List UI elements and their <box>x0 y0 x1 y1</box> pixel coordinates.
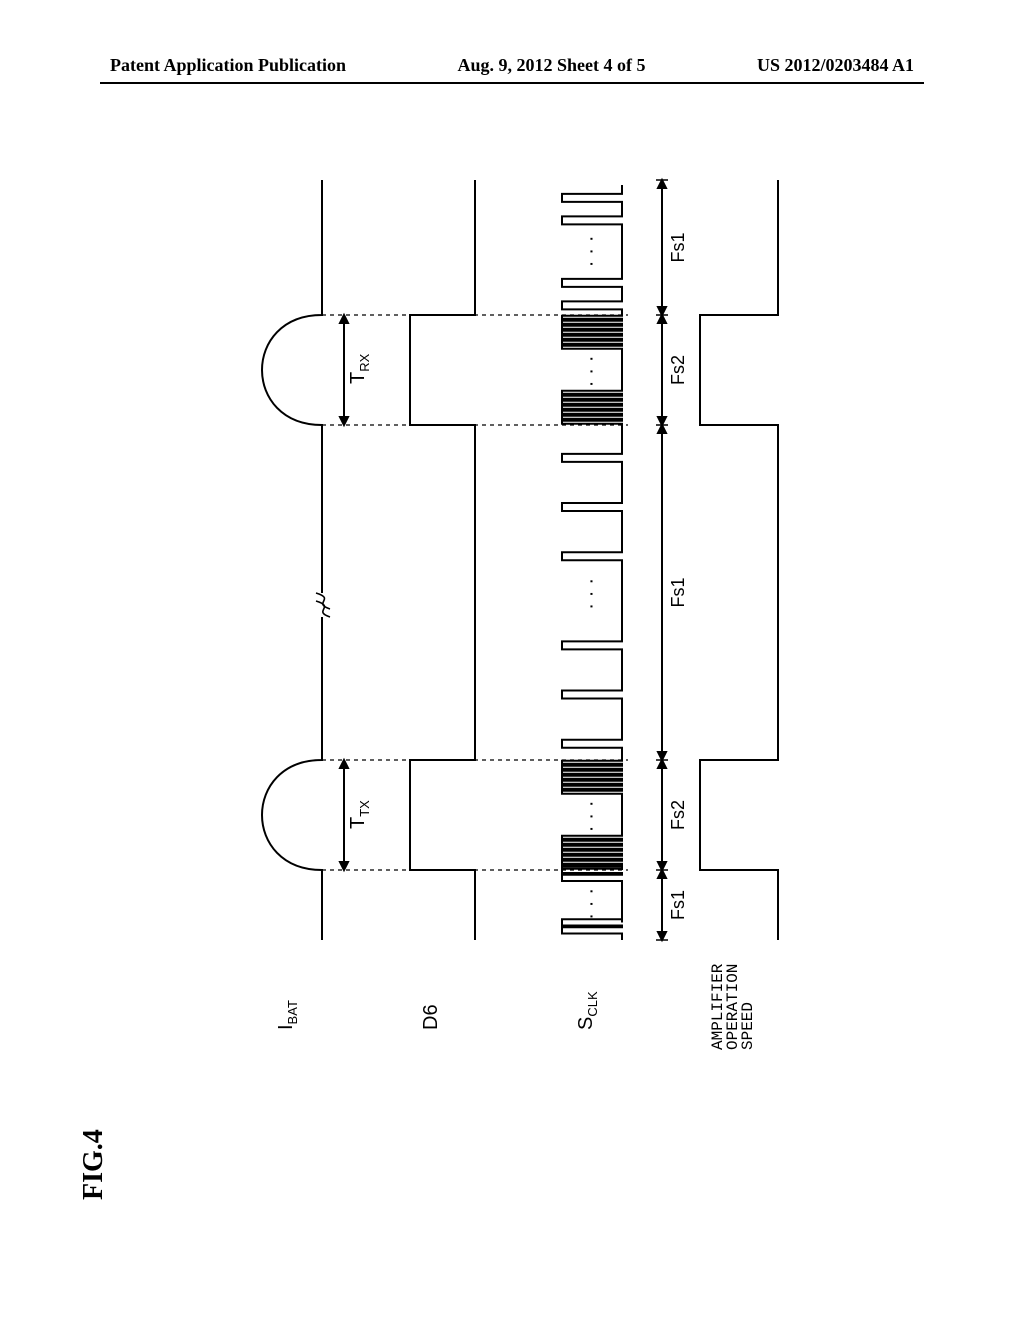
label-sclk: SCLK <box>575 991 600 1030</box>
ibat-left <box>262 617 322 940</box>
timing-diagram: IBAT D6 SCLK AMPLIFIEROPERATIONSPEED TTX TRX ·… <box>202 160 822 1090</box>
header-right: US 2012/0203484 A1 <box>757 55 914 76</box>
svg-text:TTX: TTX <box>347 800 372 829</box>
header-rule <box>100 82 924 84</box>
ibat-right <box>262 180 322 593</box>
svg-text:Fs1: Fs1 <box>668 232 688 262</box>
label-d6: D6 <box>420 1004 442 1030</box>
d6-wave <box>410 180 475 940</box>
svg-text:Fs1: Fs1 <box>668 890 688 920</box>
header-center: Aug. 9, 2012 Sheet 4 of 5 <box>458 55 646 76</box>
svg-text:· · ·: · · · <box>583 799 599 831</box>
header-left: Patent Application Publication <box>110 55 346 76</box>
svg-text:Fs1: Fs1 <box>668 577 688 607</box>
diagram-svg: IBAT D6 SCLK AMPLIFIEROPERATIONSPEED TTX TRX ·… <box>202 160 822 1090</box>
amp-wave <box>700 180 778 940</box>
svg-text:· · ·: · · · <box>583 577 599 609</box>
label-ibat: IBAT <box>275 1000 300 1030</box>
label-amp: AMPLIFIEROPERATIONSPEED <box>709 963 757 1050</box>
svg-text:· · ·: · · · <box>583 887 599 919</box>
svg-text:· · ·: · · · <box>583 354 599 386</box>
svg-text:Fs2: Fs2 <box>668 800 688 830</box>
svg-text:Fs2: Fs2 <box>668 355 688 385</box>
svg-text:· · ·: · · · <box>583 234 599 266</box>
svg-text:TRX: TRX <box>347 353 372 384</box>
figure-label: FIG.4 <box>78 1129 110 1200</box>
